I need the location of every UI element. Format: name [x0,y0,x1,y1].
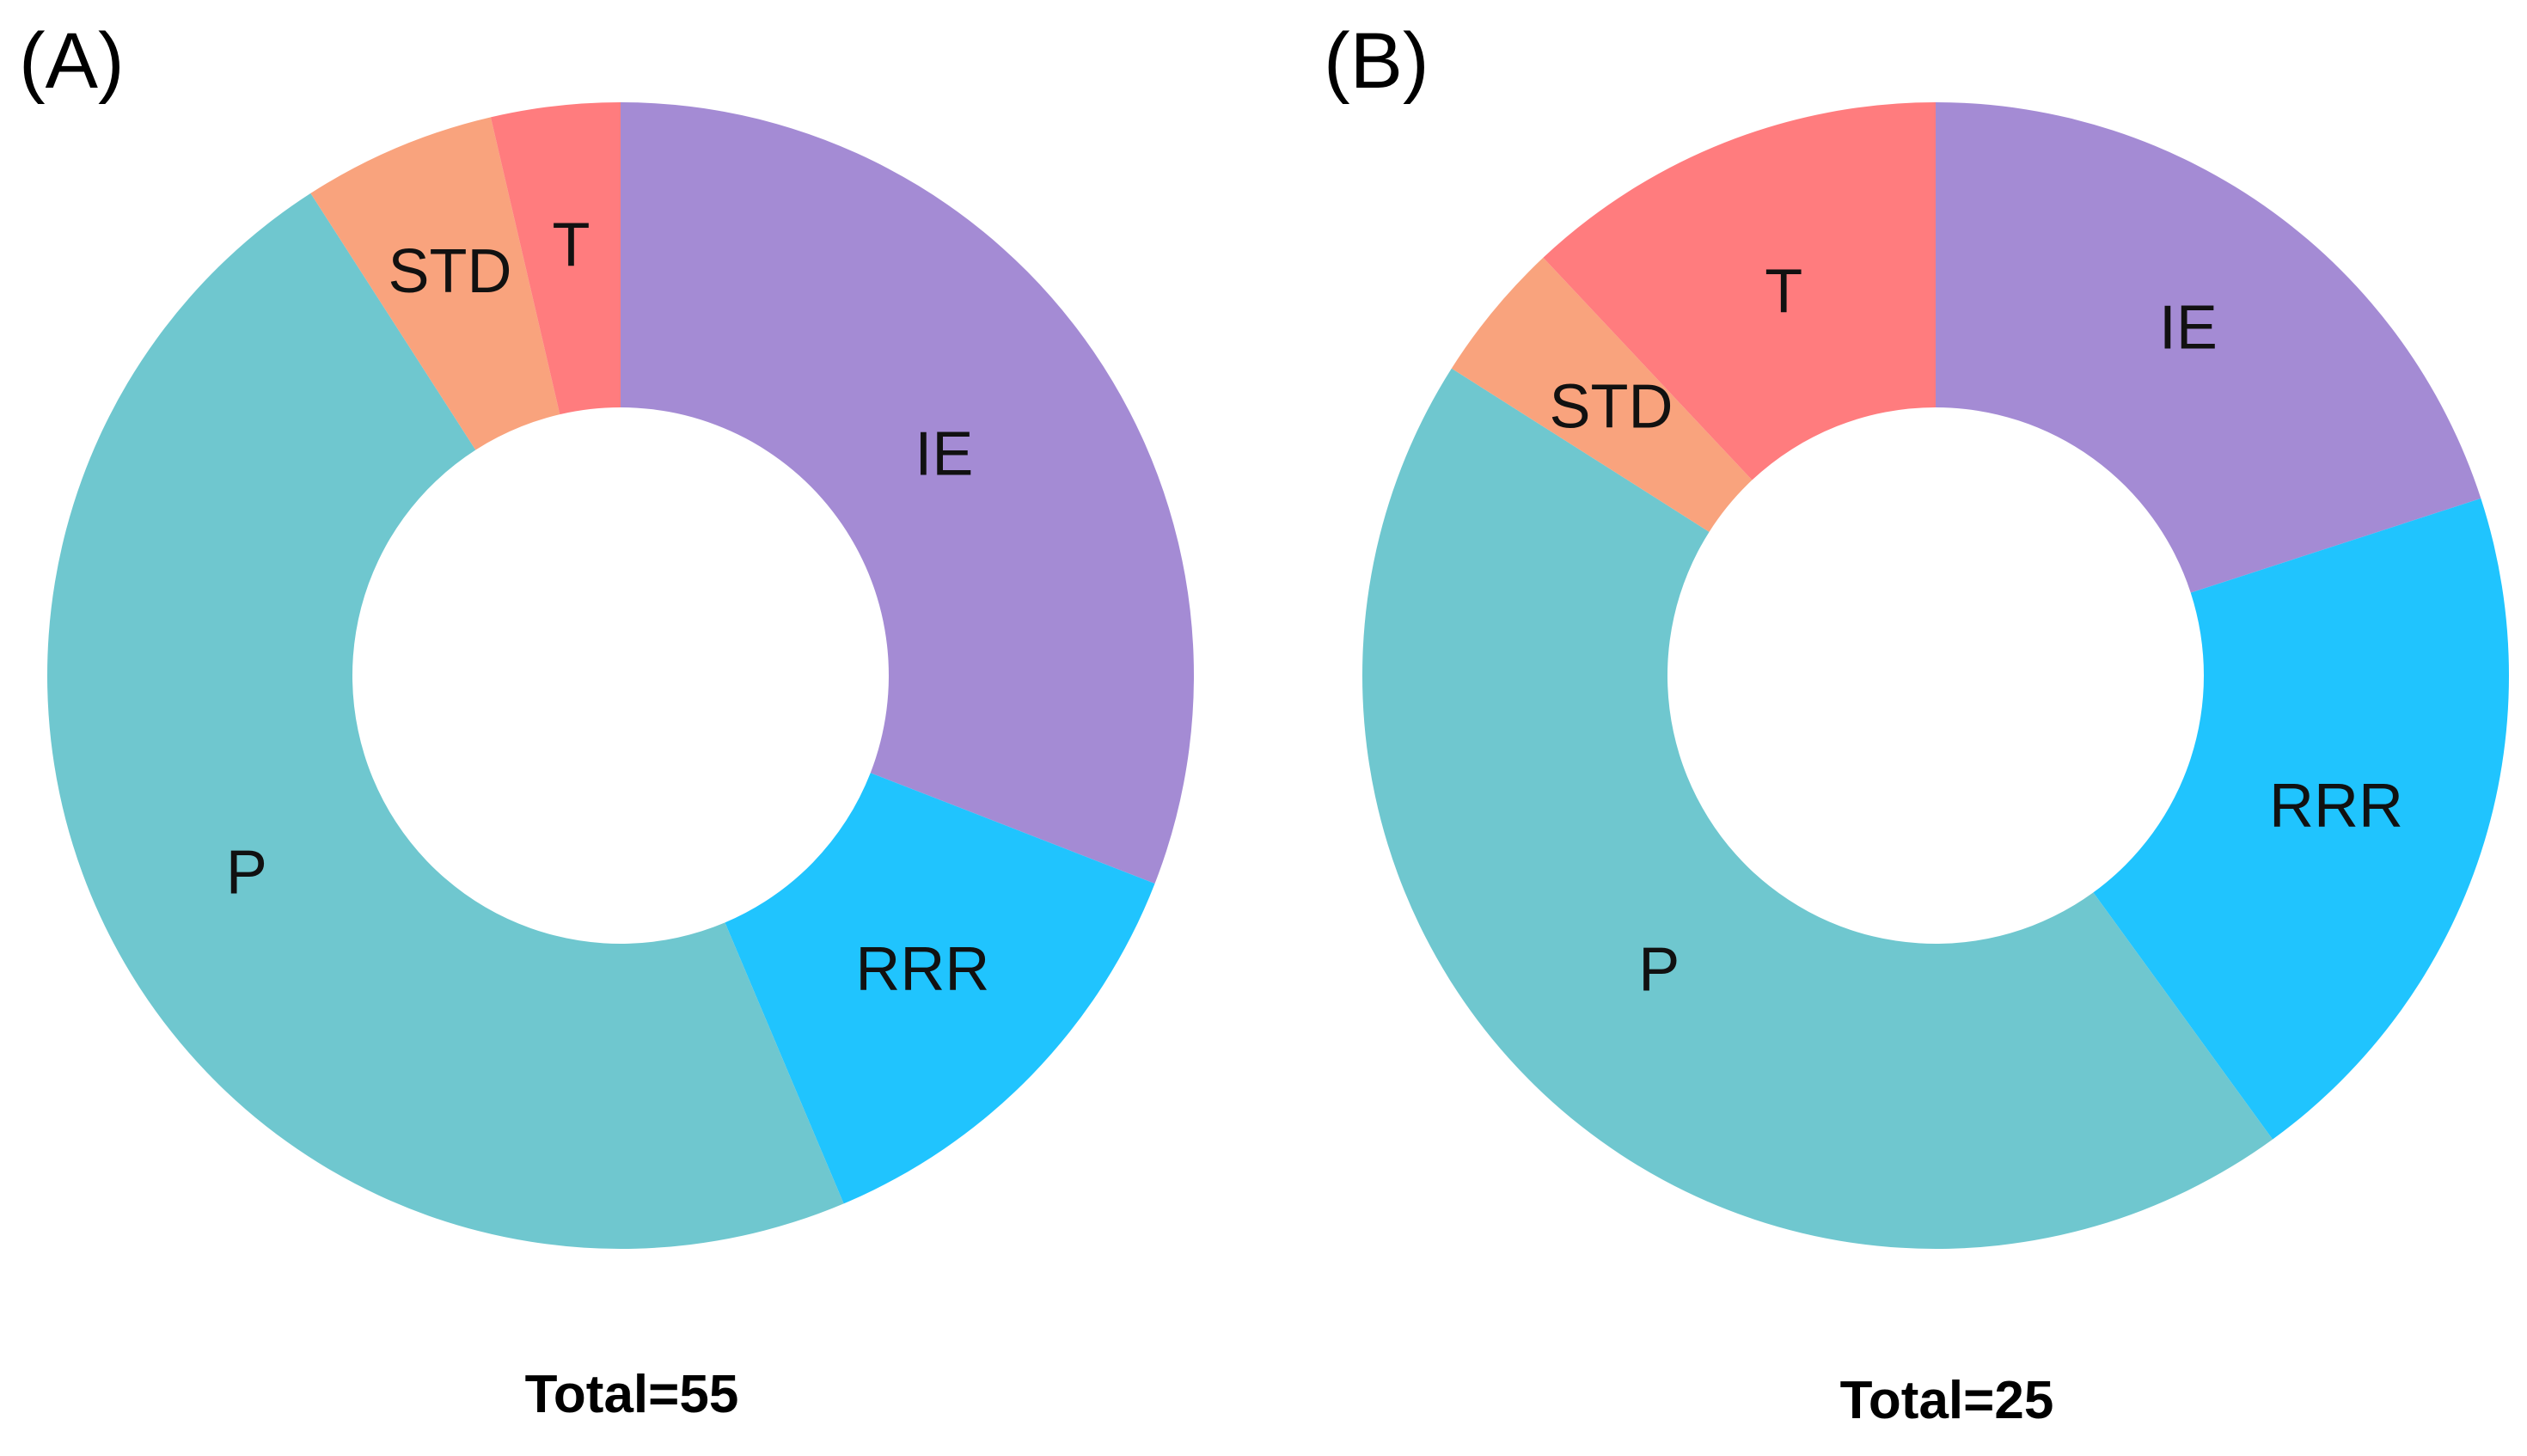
slice-labels-b: IE RRR P STD T [1549,258,2403,1005]
slice-label-p: P [226,839,267,908]
total-label-b: Total=25 [1840,1371,2054,1430]
slices-a [46,102,1195,1250]
donut-panel-a: IE RRR P STD T (A) Total=55 [19,17,1195,1424]
slice-p [46,193,844,1250]
slice-label-t: T [553,211,590,279]
slice-label-std: STD [388,237,511,306]
panel-label-b: (B) [1324,17,1429,105]
slice-label-rrr: RRR [2269,771,2403,840]
slice-label-p: P [1638,936,1680,1005]
slice-ie [621,102,1195,884]
slice-std [1451,257,1753,532]
slice-label-std: STD [1549,373,1673,442]
slice-rrr [725,773,1155,1204]
slice-t [490,102,621,415]
slice-std [310,117,560,450]
slice-rrr [2093,498,2509,1140]
slice-label-rrr: RRR [855,934,989,1003]
slices-b [1361,101,2509,1250]
slice-label-t: T [1765,258,1802,327]
slice-label-ie: IE [915,420,973,489]
slice-label-ie: IE [2159,293,2218,362]
total-label-a: Total=55 [525,1365,739,1424]
slice-p [1361,368,2273,1250]
donut-panel-b: IE RRR P STD T (B) Total=25 [1324,17,2509,1430]
slice-labels-a: IE RRR P STD T [226,211,990,1003]
slice-ie [1936,102,2481,593]
slice-t [1543,101,1936,480]
panel-label-a: (A) [19,17,125,105]
